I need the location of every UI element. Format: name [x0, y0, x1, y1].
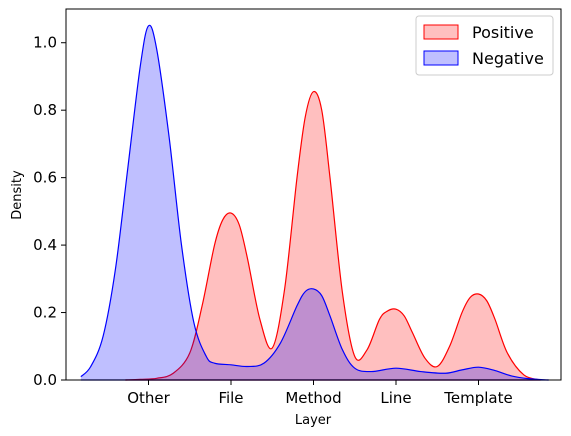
legend-swatch-negative [423, 50, 459, 66]
legend: Positive Negative [415, 15, 554, 76]
series-area-negative [80, 25, 549, 380]
y-axis: 0.0 0.2 0.4 0.6 0.8 1.0 [33, 34, 66, 389]
y-tick-label: 0.8 [33, 101, 57, 119]
series-line-negative [80, 24, 549, 381]
series-area-positive [125, 91, 541, 381]
y-tick-label: 0.0 [33, 371, 57, 389]
x-axis-label: Layer [295, 413, 332, 428]
x-tick-label: Method [285, 389, 341, 407]
legend-label-negative: Negative [472, 49, 544, 68]
legend-label-positive: Positive [472, 23, 534, 42]
y-tick-label: 1.0 [33, 34, 57, 52]
legend-swatch-positive [423, 24, 459, 40]
x-tick-label: Template [443, 389, 512, 407]
x-tick-label: Line [380, 389, 411, 407]
x-axis: Other File Method Line Template [127, 380, 513, 407]
y-axis-label: Density [10, 170, 25, 220]
series-line-positive [125, 90, 541, 381]
y-tick-label: 0.4 [33, 236, 57, 254]
x-tick-label: Other [127, 389, 170, 407]
y-tick-label: 0.6 [33, 169, 57, 187]
x-tick-label: File [218, 389, 243, 407]
y-tick-label: 0.2 [33, 304, 57, 322]
